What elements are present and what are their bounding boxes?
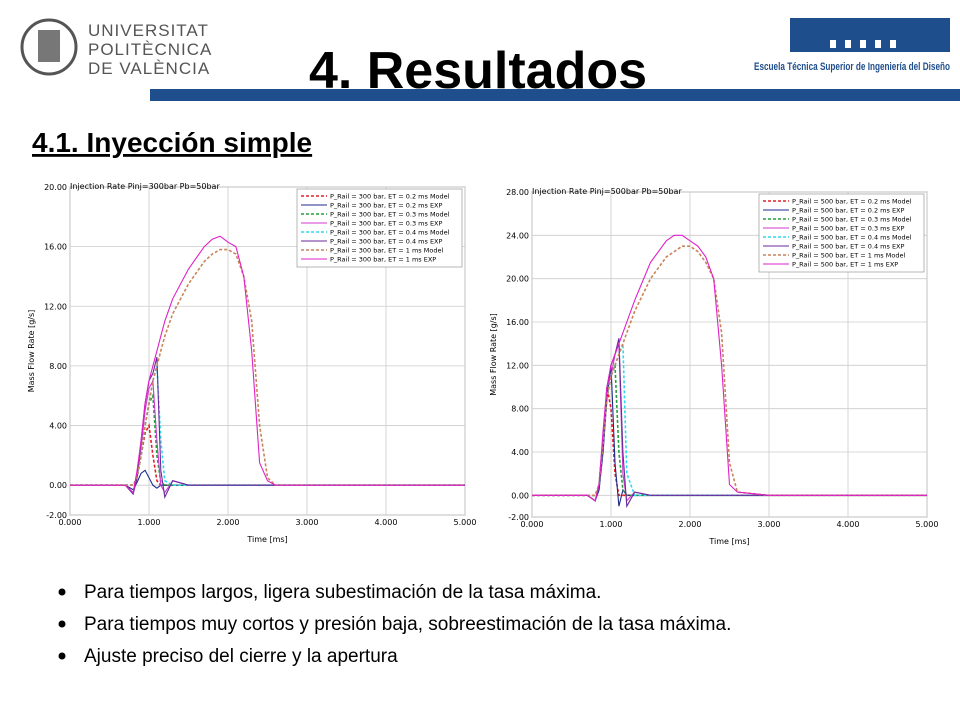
legend-label: P_Rail = 500 bar, ET = 0.4 ms EXP — [792, 243, 905, 251]
legend-label: P_Rail = 500 bar, ET = 1 ms EXP — [792, 261, 898, 269]
y-tick-label: 0.00 — [49, 481, 67, 490]
legend-label: P_Rail = 300 bar, ET = 1 ms Model — [330, 247, 443, 255]
logo-window — [830, 40, 836, 48]
x-tick-label: 0.000 — [521, 520, 544, 529]
slide-title: 4. Resultados — [309, 42, 647, 100]
x-axis-label: Time [ms] — [708, 537, 749, 546]
legend-label: P_Rail = 300 bar, ET = 0.3 ms EXP — [330, 220, 443, 228]
y-tick-label: 0.00 — [511, 491, 529, 500]
logo-seal — [20, 18, 78, 76]
logo-window — [860, 40, 866, 48]
logo-window — [890, 40, 896, 48]
y-tick-label: 16.00 — [506, 318, 529, 327]
y-tick-label: 8.00 — [511, 405, 529, 414]
y-tick-label: 8.00 — [49, 362, 67, 371]
legend-label: P_Rail = 500 bar, ET = 0.2 ms EXP — [792, 207, 905, 215]
y-tick-label: -2.00 — [46, 511, 67, 520]
logo-window — [845, 40, 851, 48]
university-line: UNIVERSITAT — [88, 21, 209, 40]
legend-label: P_Rail = 300 bar, ET = 0.2 ms Model — [330, 193, 450, 201]
x-tick-label: 0.000 — [59, 518, 82, 527]
upv-logo: UNIVERSITAT POLITÈCNICA DE VALÈNCIA — [20, 18, 212, 78]
x-tick-label: 5.000 — [916, 520, 939, 529]
x-tick-label: 4.000 — [837, 520, 860, 529]
legend-label: P_Rail = 500 bar, ET = 0.3 ms EXP — [792, 225, 905, 233]
x-tick-label: 3.000 — [758, 520, 781, 529]
x-tick-label: 2.000 — [679, 520, 702, 529]
logo-block — [790, 18, 950, 52]
y-tick-label: 12.00 — [44, 302, 67, 311]
bullet-text: Para tiempos muy cortos y presión baja, … — [84, 614, 731, 635]
bullet — [58, 652, 66, 660]
logo-shield — [38, 30, 60, 62]
series-line — [532, 234, 927, 502]
x-tick-label: 1.000 — [138, 518, 161, 527]
charts: -2.00 0.00 4.00 8.00 12.00 16.00 20.00 0.000 1.0… — [27, 182, 938, 546]
legend-label: P_Rail = 300 bar, ET = 0.4 ms EXP — [330, 238, 443, 246]
bullet — [58, 588, 66, 596]
y-axis-label: Mass Flow Rate [g/s] — [27, 310, 36, 393]
logo-window — [875, 40, 881, 48]
y-tick-label: 4.00 — [49, 422, 67, 431]
legend-label: P_Rail = 300 bar, ET = 0.4 ms Model — [330, 229, 450, 237]
x-axis-label: Time [ms] — [246, 535, 287, 544]
y-tick-label: 16.00 — [44, 243, 67, 252]
chart: -2.00 0.00 4.00 8.00 12.00 16.00 20.00 0.000 1.0… — [27, 182, 476, 544]
y-axis-label: Mass Flow Rate [g/s] — [489, 313, 498, 396]
school-name: Escuela Técnica Superior de Ingeniería d… — [754, 61, 950, 73]
bullet — [58, 620, 66, 628]
y-tick-label: 28.00 — [506, 188, 529, 197]
legend-label: P_Rail = 500 bar, ET = 0.4 ms Model — [792, 234, 912, 242]
legend: P_Rail = 500 bar, ET = 0.2 ms ModelP_Rai… — [758, 193, 925, 273]
y-tick-label: 24.00 — [506, 231, 529, 240]
legend-label: P_Rail = 500 bar, ET = 1 ms Model — [792, 252, 905, 260]
legend-label: P_Rail = 300 bar, ET = 0.2 ms EXP — [330, 202, 443, 210]
legend-box — [758, 193, 925, 273]
y-tick-label: -2.00 — [508, 513, 529, 522]
chart-title: Injection Rate Pinj=300bar Pb=50bar — [70, 182, 220, 191]
y-tick-label: 20.00 — [44, 183, 67, 192]
university-line: DE VALÈNCIA — [88, 59, 210, 78]
bullet-list: Para tiempos largos, ligera subestimació… — [58, 582, 731, 667]
chart-title: Injection Rate Pinj=500bar Pb=50bar — [532, 187, 682, 196]
school-logo: Escuela Técnica Superior de Ingeniería d… — [754, 18, 950, 73]
bullet-text: Ajuste preciso del cierre y la apertura — [84, 646, 398, 667]
legend-box — [296, 188, 463, 268]
legend-label: P_Rail = 500 bar, ET = 0.3 ms Model — [792, 216, 912, 224]
y-tick-label: 20.00 — [506, 275, 529, 284]
series-line — [70, 248, 465, 486]
section-title: 4.1. Inyección simple — [32, 127, 312, 158]
x-tick-label: 4.000 — [375, 518, 398, 527]
y-tick-label: 12.00 — [506, 361, 529, 370]
series-line — [70, 235, 465, 494]
university-line: POLITÈCNICA — [88, 40, 212, 59]
x-tick-label: 5.000 — [454, 518, 477, 527]
bullet-text: Para tiempos largos, ligera subestimació… — [84, 582, 601, 603]
legend: P_Rail = 300 bar, ET = 0.2 ms ModelP_Rai… — [296, 188, 463, 268]
legend-label: P_Rail = 300 bar, ET = 0.3 ms Model — [330, 211, 450, 219]
chart: -2.00 0.00 4.00 8.00 12.00 16.00 20.00 24.00 28.… — [489, 187, 938, 546]
header-bar — [150, 89, 960, 101]
legend-label: P_Rail = 300 bar, ET = 1 ms EXP — [330, 256, 436, 264]
x-tick-label: 3.000 — [296, 518, 319, 527]
legend-label: P_Rail = 500 bar, ET = 0.2 ms Model — [792, 198, 912, 206]
y-tick-label: 4.00 — [511, 448, 529, 457]
x-tick-label: 2.000 — [217, 518, 240, 527]
x-tick-label: 1.000 — [600, 520, 623, 529]
